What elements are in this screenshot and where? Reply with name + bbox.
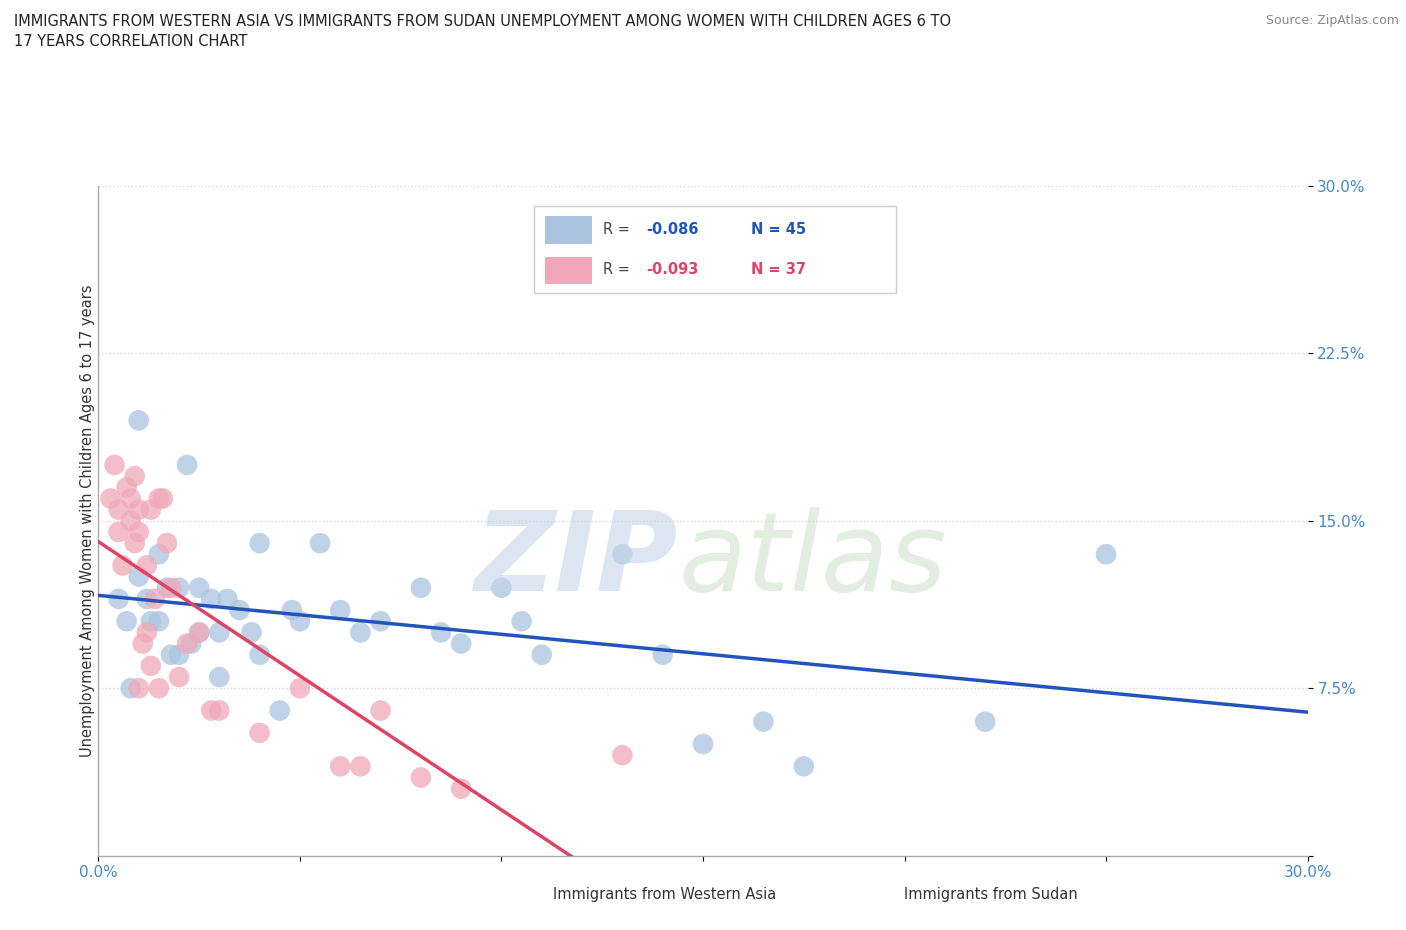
Point xyxy=(135,591,157,606)
Point xyxy=(450,781,472,796)
Point xyxy=(148,681,170,696)
Point xyxy=(124,469,146,484)
Point xyxy=(160,580,183,595)
Point xyxy=(249,536,271,551)
Point xyxy=(156,580,179,595)
Point xyxy=(148,491,170,506)
Point xyxy=(409,770,432,785)
Point xyxy=(188,580,211,595)
Point xyxy=(135,558,157,573)
Point xyxy=(208,703,231,718)
Point xyxy=(217,591,239,606)
Point xyxy=(692,737,714,751)
Point xyxy=(349,759,371,774)
Point xyxy=(148,547,170,562)
Point xyxy=(115,614,138,629)
Point xyxy=(128,681,150,696)
Text: Immigrants from Sudan: Immigrants from Sudan xyxy=(904,887,1078,902)
Point xyxy=(128,502,150,517)
Point xyxy=(450,636,472,651)
Point xyxy=(329,603,352,618)
Point xyxy=(752,714,775,729)
Point xyxy=(132,636,155,651)
Point xyxy=(111,558,134,573)
Point xyxy=(208,625,231,640)
Point xyxy=(139,614,162,629)
Point xyxy=(974,714,997,729)
Point xyxy=(349,625,371,640)
Point xyxy=(167,670,190,684)
Point xyxy=(139,502,162,517)
Point xyxy=(309,536,332,551)
Point xyxy=(651,647,673,662)
Point xyxy=(430,625,453,640)
Point xyxy=(107,525,129,539)
Point xyxy=(180,636,202,651)
Point xyxy=(107,502,129,517)
Point xyxy=(128,569,150,584)
Point xyxy=(612,748,634,763)
Point xyxy=(370,614,392,629)
Point xyxy=(176,458,198,472)
Text: IMMIGRANTS FROM WESTERN ASIA VS IMMIGRANTS FROM SUDAN UNEMPLOYMENT AMONG WOMEN W: IMMIGRANTS FROM WESTERN ASIA VS IMMIGRAN… xyxy=(14,14,952,29)
Point xyxy=(120,513,142,528)
Point xyxy=(530,647,553,662)
Text: ZIP: ZIP xyxy=(475,508,679,615)
Point xyxy=(115,480,138,495)
Point xyxy=(329,759,352,774)
Point xyxy=(288,614,311,629)
Point xyxy=(370,703,392,718)
Point xyxy=(612,547,634,562)
Point xyxy=(167,647,190,662)
Point xyxy=(167,580,190,595)
Point xyxy=(128,525,150,539)
Point xyxy=(152,491,174,506)
Point xyxy=(135,625,157,640)
Point xyxy=(409,580,432,595)
Point xyxy=(281,603,304,618)
Point xyxy=(124,536,146,551)
Point xyxy=(200,591,222,606)
Text: 17 YEARS CORRELATION CHART: 17 YEARS CORRELATION CHART xyxy=(14,34,247,49)
Point xyxy=(240,625,263,640)
Point xyxy=(1095,547,1118,562)
Point xyxy=(103,458,125,472)
Point xyxy=(269,703,291,718)
Point xyxy=(188,625,211,640)
Text: Source: ZipAtlas.com: Source: ZipAtlas.com xyxy=(1265,14,1399,27)
Point xyxy=(228,603,250,618)
Point xyxy=(107,591,129,606)
Point xyxy=(160,647,183,662)
Point xyxy=(120,681,142,696)
Y-axis label: Unemployment Among Women with Children Ages 6 to 17 years: Unemployment Among Women with Children A… xyxy=(80,285,94,757)
Point xyxy=(139,658,162,673)
Point xyxy=(176,636,198,651)
Point xyxy=(208,670,231,684)
Text: Immigrants from Western Asia: Immigrants from Western Asia xyxy=(553,887,776,902)
Point xyxy=(249,647,271,662)
Point xyxy=(510,614,533,629)
Point xyxy=(143,591,166,606)
Text: atlas: atlas xyxy=(679,508,948,615)
Point xyxy=(128,413,150,428)
Point xyxy=(793,759,815,774)
Point xyxy=(156,536,179,551)
Point xyxy=(249,725,271,740)
Point xyxy=(288,681,311,696)
Point xyxy=(200,703,222,718)
Point xyxy=(491,580,513,595)
Point xyxy=(188,625,211,640)
Point xyxy=(100,491,122,506)
Point xyxy=(120,491,142,506)
Point xyxy=(148,614,170,629)
